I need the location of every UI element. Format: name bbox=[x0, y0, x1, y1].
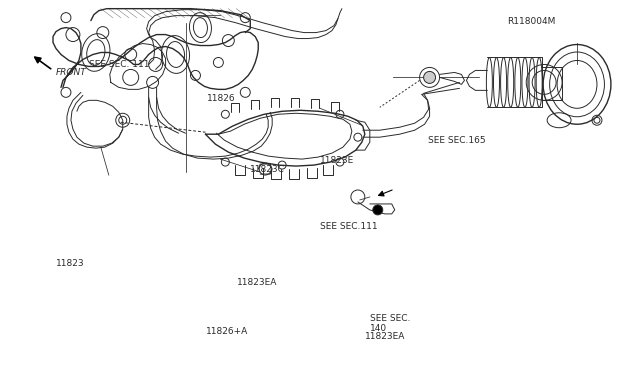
Text: 11823C: 11823C bbox=[250, 165, 285, 174]
Text: 11823: 11823 bbox=[56, 259, 84, 267]
Text: R118004M: R118004M bbox=[508, 17, 556, 26]
Text: 11826+A: 11826+A bbox=[207, 327, 249, 336]
Text: FRONT: FRONT bbox=[56, 68, 87, 77]
Text: 11823EA: 11823EA bbox=[237, 278, 278, 287]
Text: SEE SEC.111: SEE SEC.111 bbox=[320, 222, 378, 231]
Text: SEE SEC. 111: SEE SEC. 111 bbox=[89, 60, 149, 69]
Circle shape bbox=[424, 71, 436, 83]
Text: SEE SEC.165: SEE SEC.165 bbox=[428, 136, 486, 145]
Text: 11823E: 11823E bbox=[320, 155, 355, 164]
Text: SEE SEC.
140: SEE SEC. 140 bbox=[370, 314, 410, 333]
Text: 11826: 11826 bbox=[207, 94, 236, 103]
Text: 11823EA: 11823EA bbox=[365, 331, 405, 341]
Circle shape bbox=[373, 205, 383, 215]
